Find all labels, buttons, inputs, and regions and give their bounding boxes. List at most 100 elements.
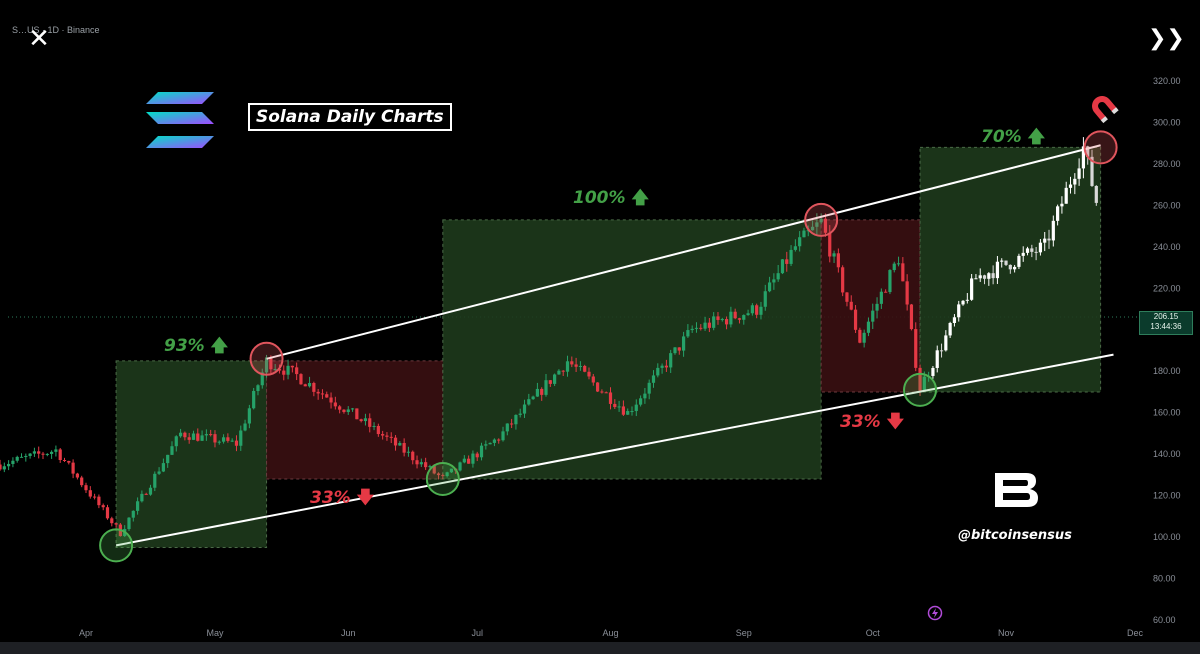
pivot-low-1 (99, 528, 134, 563)
candle-body (58, 449, 62, 460)
magnet-icon (1092, 96, 1119, 124)
candle-body (763, 291, 767, 307)
candle-body (402, 443, 406, 453)
candle-body (987, 273, 991, 279)
candle-body (896, 263, 901, 265)
double-chevron-right-icon[interactable]: ❯❯ (1148, 26, 1185, 51)
pivot-high-6 (1083, 130, 1118, 165)
drop-label-2: 33% 🡇 (840, 412, 905, 432)
candle-body (1000, 260, 1004, 262)
candle-body (561, 370, 565, 372)
candle-body (944, 335, 948, 351)
gain-label-2: 100% 🡅 (573, 188, 649, 208)
x-tick-label: Sep (736, 628, 752, 638)
candle-body (350, 408, 355, 410)
candle-body (638, 398, 643, 405)
y-tick-label: 280.00 (1153, 159, 1181, 169)
candle-body (1094, 185, 1098, 203)
candle-body (260, 372, 264, 386)
candle-body (264, 357, 269, 373)
candle-body (406, 451, 411, 453)
drop-box-4 (820, 219, 921, 393)
candle-body (170, 446, 174, 455)
candle-body (62, 459, 67, 461)
pivot-high-2 (249, 341, 284, 376)
candle-body (230, 440, 234, 442)
x-tick-label: May (206, 628, 224, 638)
candle-body (363, 418, 368, 422)
candle-body (565, 361, 570, 372)
candle-body (540, 388, 544, 395)
candle-body (849, 301, 853, 310)
candle-body (484, 444, 488, 446)
candles (0, 137, 1098, 537)
candle-body (570, 361, 574, 365)
candle-body (608, 392, 613, 404)
candle-body (325, 394, 329, 398)
candle-body (41, 453, 45, 455)
candle-body (11, 460, 15, 464)
bitcoinsensus-logo (995, 473, 1038, 507)
candle-body (0, 464, 2, 470)
candle-body (346, 409, 350, 413)
candle-body (1034, 251, 1038, 253)
current-price-label: 206.15 (1153, 312, 1179, 321)
candle-body (845, 292, 849, 302)
candle-body (411, 451, 415, 461)
candle-body (518, 413, 522, 415)
candle-body (243, 423, 247, 431)
lightning-icon (927, 605, 943, 621)
candle-body (617, 406, 621, 408)
candle-body (273, 368, 277, 370)
candle-body (643, 393, 647, 399)
candle-body (221, 437, 226, 442)
candle-body (707, 322, 711, 328)
candle-body (974, 278, 978, 280)
watermark-handle: @bitcoinsensus (958, 528, 1072, 543)
candle-body (312, 382, 316, 392)
candle-body (626, 411, 630, 415)
candle-body (686, 330, 690, 337)
candle-body (1060, 203, 1064, 207)
candle-body (355, 408, 359, 420)
candle-body (213, 434, 217, 443)
close-icon[interactable]: ✕ (28, 24, 50, 54)
candle-body (1013, 266, 1017, 270)
candle-body (1043, 238, 1047, 243)
candle-body (733, 311, 737, 319)
candle-body (656, 367, 660, 376)
candle-body (720, 319, 724, 321)
candle-body (578, 365, 583, 367)
magnet-tip (1111, 107, 1119, 115)
candle-body (50, 451, 54, 454)
candle-body (187, 437, 191, 440)
gain-label-1: 93% 🡅 (164, 336, 229, 356)
candle-body (1064, 187, 1068, 204)
candle-body (239, 430, 243, 446)
candle-body (531, 396, 535, 400)
candle-body (256, 385, 260, 391)
candle-body (333, 402, 337, 407)
candle-body (522, 404, 527, 414)
upper-channel-line (266, 144, 1101, 360)
candle-body (32, 451, 37, 454)
candle-body (144, 493, 148, 495)
magnet-body (1092, 96, 1118, 122)
candle-body (789, 249, 793, 264)
candle-body (750, 305, 754, 314)
y-tick-label: 180.00 (1153, 366, 1181, 376)
solana-logo-bar (146, 112, 214, 124)
candle-body (71, 462, 75, 474)
candle-body (664, 365, 668, 368)
candle-body (135, 501, 140, 511)
candle-body (432, 466, 436, 474)
candle-body (742, 315, 746, 320)
candle-body (234, 440, 239, 446)
y-tick-label: 160.00 (1153, 408, 1181, 418)
candle-body (1073, 178, 1077, 185)
candle-body (140, 493, 144, 502)
symbol-info: S…US · 1D · Binance (12, 25, 100, 35)
candle-body (939, 350, 944, 352)
candle-body (935, 350, 939, 368)
